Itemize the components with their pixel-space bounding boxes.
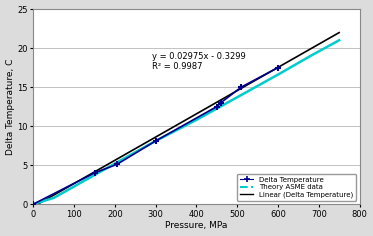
Text: y = 0.02975x - 0.3299
R² = 0.9987: y = 0.02975x - 0.3299 R² = 0.9987	[151, 52, 245, 71]
X-axis label: Pressure, MPa: Pressure, MPa	[165, 221, 228, 230]
Y-axis label: Delta Temperature, C: Delta Temperature, C	[6, 58, 15, 155]
Legend: Delta Temperature, Theory ASME data, Linear (Delta Temperature): Delta Temperature, Theory ASME data, Lin…	[237, 174, 356, 201]
